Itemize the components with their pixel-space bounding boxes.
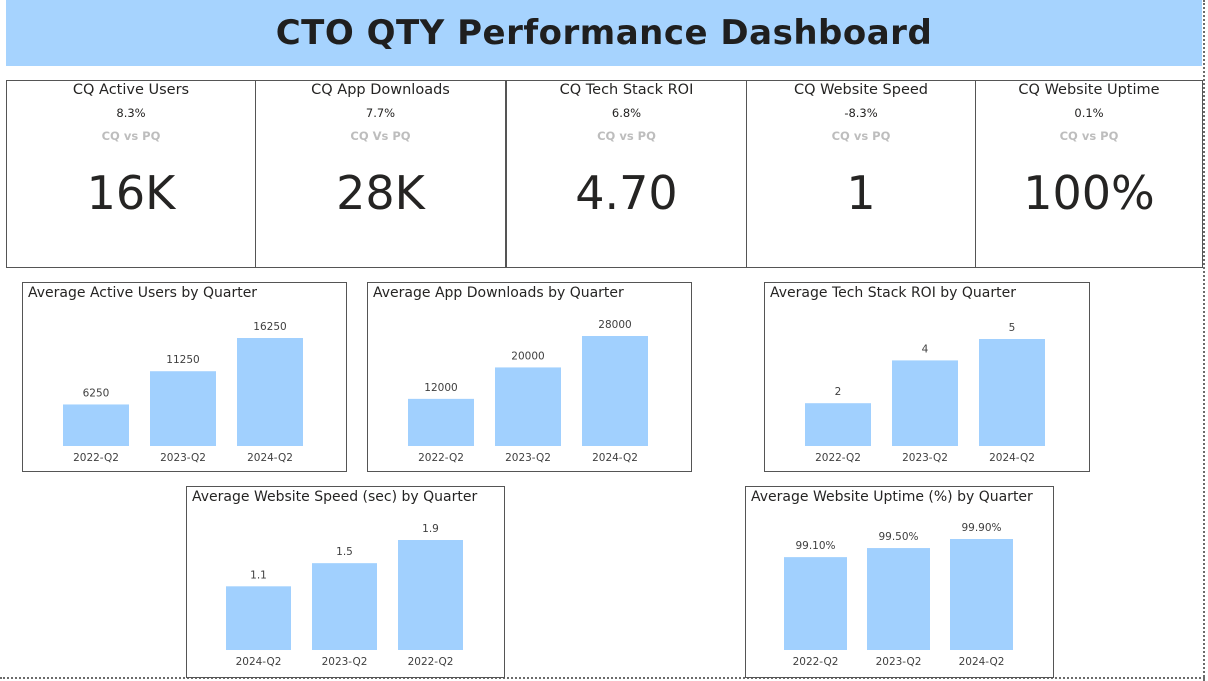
kpi-value: 4.70 [575, 166, 678, 220]
x-tick-label: 2022-Q2 [408, 656, 454, 668]
chart-active-users[interactable]: Average Active Users by Quarter 6250 2022… [22, 282, 347, 472]
kpi-comparison-label: CQ vs PQ [831, 129, 891, 143]
kpi-delta: 8.3% [116, 106, 146, 120]
chart-website-speed[interactable]: Average Website Speed (sec) by Quarter 1… [186, 486, 505, 678]
chart-title: Average Active Users by Quarter [28, 285, 258, 301]
kpi-card-website-uptime[interactable]: CQ Website Uptime 0.1% CQ vs PQ 100% [975, 80, 1203, 268]
bar-2024-Q2[interactable] [226, 586, 291, 650]
kpi-comparison-label: CQ vs PQ [1059, 129, 1119, 143]
kpi-value: 16K [86, 166, 176, 220]
x-tick-label: 2022-Q2 [793, 656, 839, 668]
x-tick-label: 2024-Q2 [236, 656, 282, 668]
bar-2022-Q2[interactable] [63, 404, 129, 446]
data-label: 20000 [511, 350, 544, 362]
data-label: 1.1 [250, 569, 267, 581]
kpi-value: 28K [336, 166, 425, 220]
bar-2022-Q2[interactable] [784, 557, 847, 650]
data-label: 99.90% [961, 522, 1001, 534]
chart-title: Average Website Uptime (%) by Quarter [751, 489, 1033, 505]
x-tick-label: 2022-Q2 [815, 452, 861, 464]
kpi-comparison-label: CQ vs PQ [597, 129, 656, 143]
kpi-value: 1 [846, 166, 876, 220]
data-label: 99.50% [878, 531, 918, 543]
x-tick-label: 2022-Q2 [418, 452, 464, 464]
kpi-delta: 7.7% [365, 106, 396, 120]
chart-tech-stack-roi[interactable]: Average Tech Stack ROI by Quarter 2 2022-… [764, 282, 1090, 472]
bar-2023-Q2[interactable] [892, 360, 958, 446]
kpi-delta: -8.3% [844, 106, 878, 120]
kpi-title: CQ Active Users [72, 82, 190, 98]
kpi-title: CQ App Downloads [311, 82, 450, 98]
bar-2024-Q2[interactable] [582, 336, 648, 446]
data-label: 1.5 [336, 546, 353, 558]
chart-title: Average Tech Stack ROI by Quarter [770, 285, 1016, 301]
data-label: 12000 [424, 382, 457, 394]
data-label: 1.9 [422, 523, 439, 535]
kpi-card-active-users[interactable]: CQ Active Users 8.3% CQ vs PQ 16K [6, 80, 256, 268]
chart-tech-stack-roi-plot: 2 2022-Q2 4 2023-Q2 5 2024-Q2 [805, 322, 1045, 464]
data-label: 6250 [83, 387, 110, 399]
kpi-comparison-label: CQ Vs PQ [350, 129, 411, 143]
bar-2023-Q2[interactable] [150, 371, 216, 446]
chart-title: Average App Downloads by Quarter [373, 285, 624, 301]
data-label: 16250 [253, 321, 286, 333]
x-tick-label: 2023-Q2 [160, 452, 206, 464]
chart-website-uptime-plot: 99.10% 2022-Q2 99.50% 2023-Q2 99.90% 2024-Q2 [784, 522, 1013, 668]
data-label: 2 [835, 386, 842, 398]
bar-2024-Q2[interactable] [237, 338, 303, 446]
data-label: 4 [922, 343, 929, 355]
chart-website-speed-plot: 1.1 2024-Q2 1.5 2023-Q2 1.9 2022-Q2 [226, 523, 463, 668]
data-label: 28000 [598, 319, 631, 331]
kpi-card-tech-stack-roi[interactable]: CQ Tech Stack ROI 6.8% CQ vs PQ 4.70 [506, 80, 747, 268]
x-tick-label: 2024-Q2 [592, 452, 638, 464]
chart-title: Average Website Speed (sec) by Quarter [192, 489, 478, 505]
chart-app-downloads-plot: 12000 2022-Q2 20000 2023-Q2 28000 2024-Q2 [408, 319, 648, 464]
x-tick-label: 2023-Q2 [876, 656, 922, 668]
bar-2023-Q2[interactable] [495, 367, 561, 446]
x-tick-label: 2023-Q2 [505, 452, 551, 464]
bar-2022-Q2[interactable] [805, 403, 871, 446]
chart-active-users-plot: 6250 2022-Q2 11250 2023-Q2 16250 2024-Q2 [63, 321, 303, 464]
chart-website-uptime[interactable]: Average Website Uptime (%) by Quarter 99… [745, 486, 1054, 678]
x-tick-label: 2022-Q2 [73, 452, 119, 464]
x-tick-label: 2023-Q2 [322, 656, 368, 668]
kpi-card-website-speed[interactable]: CQ Website Speed -8.3% CQ vs PQ 1 [746, 80, 976, 268]
kpi-comparison-label: CQ vs PQ [101, 129, 161, 143]
x-tick-label: 2023-Q2 [902, 452, 948, 464]
bar-2023-Q2[interactable] [867, 548, 930, 650]
x-tick-label: 2024-Q2 [247, 452, 293, 464]
page-title: CTO QTY Performance Dashboard [275, 13, 933, 53]
kpi-value: 100% [1023, 166, 1155, 220]
dashboard-header: CTO QTY Performance Dashboard [6, 0, 1202, 66]
x-tick-label: 2024-Q2 [989, 452, 1035, 464]
bar-2024-Q2[interactable] [979, 339, 1045, 446]
canvas-right-edge [1203, 0, 1205, 681]
kpi-title: CQ Website Speed [793, 82, 928, 98]
chart-app-downloads[interactable]: Average App Downloads by Quarter 12000 20… [367, 282, 692, 472]
bar-2022-Q2[interactable] [408, 398, 474, 446]
kpi-card-app-downloads[interactable]: CQ App Downloads 7.7% CQ Vs PQ 28K [255, 80, 506, 268]
bar-2024-Q2[interactable] [950, 539, 1013, 650]
data-label: 99.10% [795, 540, 835, 552]
x-tick-label: 2024-Q2 [959, 656, 1005, 668]
kpi-delta: 0.1% [1074, 106, 1104, 120]
bar-2022-Q2[interactable] [398, 540, 463, 650]
kpi-title: CQ Website Uptime [1018, 82, 1160, 98]
kpi-delta: 6.8% [611, 106, 642, 120]
canvas-bottom-edge [0, 677, 1205, 679]
data-label: 5 [1009, 322, 1016, 334]
kpi-title: CQ Tech Stack ROI [559, 82, 694, 98]
data-label: 11250 [166, 354, 199, 366]
bar-2023-Q2[interactable] [312, 563, 377, 650]
